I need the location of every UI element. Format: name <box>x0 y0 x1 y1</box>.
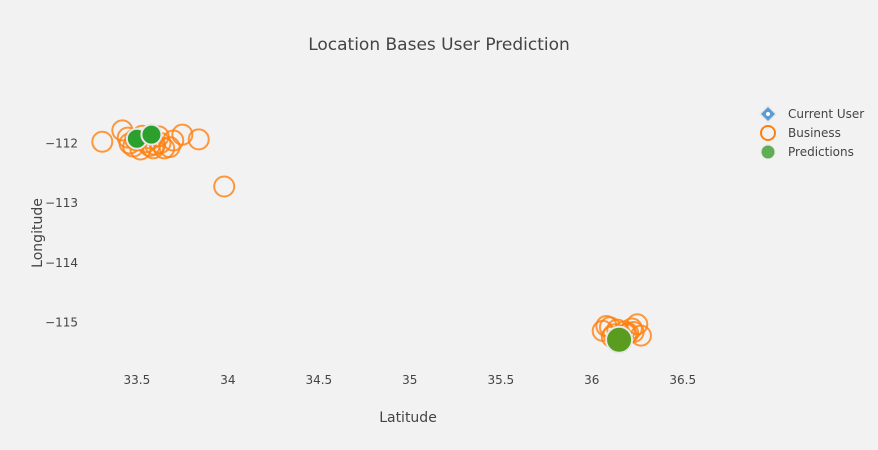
chart-title: Location Bases User Prediction <box>308 35 570 55</box>
legend-item[interactable]: Predictions <box>760 144 854 160</box>
open-circle-icon <box>760 125 776 141</box>
business-point[interactable] <box>91 130 114 153</box>
y-tick-labels: −112 −113 −114 −115 <box>45 137 78 330</box>
plot-area <box>91 119 652 354</box>
business-point[interactable] <box>171 123 194 146</box>
filled-circle-icon <box>760 144 776 160</box>
x-tick-label: 36 <box>584 373 599 387</box>
legend-label: Business <box>788 126 841 140</box>
x-tick-label: 34.5 <box>305 373 332 387</box>
x-axis-title: Latitude <box>379 410 437 426</box>
y-tick-label: −112 <box>45 137 78 151</box>
y-axis-title: Longitude <box>30 198 46 268</box>
x-tick-labels: 33.5 34 34.5 35 35.5 36 36.5 <box>124 373 697 387</box>
legend-item[interactable]: Business <box>760 125 841 141</box>
legend-label: Predictions <box>788 145 854 159</box>
legend-item[interactable]: Current User <box>758 104 864 124</box>
y-tick-label: −114 <box>45 256 78 270</box>
y-tick-label: −115 <box>45 315 78 329</box>
legend-label: Current User <box>788 107 864 121</box>
y-tick-label: −113 <box>45 196 78 210</box>
legend[interactable]: Current User Business Predictions <box>758 104 864 160</box>
business-point[interactable] <box>213 175 236 198</box>
x-tick-label: 36.5 <box>669 373 696 387</box>
x-tick-label: 33.5 <box>124 373 151 387</box>
x-tick-label: 35.5 <box>487 373 514 387</box>
x-tick-label: 35 <box>402 373 417 387</box>
diamond-center-icon <box>766 112 770 116</box>
prediction-point[interactable] <box>140 123 163 146</box>
x-tick-label: 34 <box>220 373 235 387</box>
business-point[interactable] <box>158 136 181 159</box>
business-point[interactable] <box>187 128 210 151</box>
prediction-point[interactable] <box>605 325 634 354</box>
